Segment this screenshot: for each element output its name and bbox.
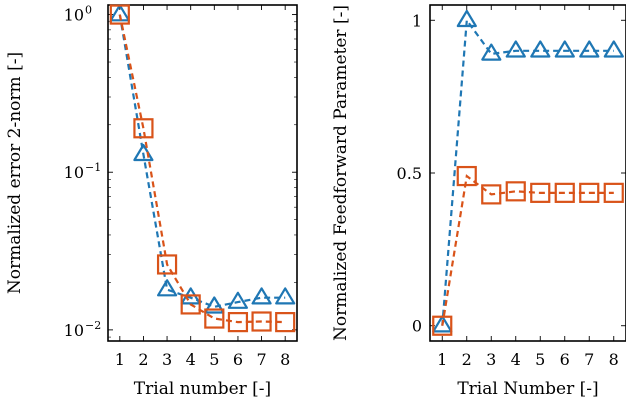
x-tick-label: 7 (584, 350, 594, 369)
x-tick-label: 3 (486, 350, 496, 369)
square-marker (109, 4, 130, 25)
square-marker (227, 312, 249, 333)
triangle-marker (505, 40, 526, 58)
triangle-marker (530, 40, 551, 58)
x-tick-label: 8 (609, 350, 619, 369)
square-marker (579, 182, 600, 203)
y-tick-exponent: −2 (85, 319, 101, 332)
x-tick-label: 8 (280, 350, 290, 369)
square-marker (156, 254, 178, 275)
square-marker (180, 294, 201, 315)
square-marker (456, 165, 477, 187)
x-tick-label: 5 (535, 350, 545, 369)
y-tick-label: 1 (412, 11, 422, 30)
x-tick-label: 6 (233, 350, 243, 369)
triangle-marker (579, 40, 600, 58)
square-marker (275, 312, 296, 333)
y-axis-label: Normalized error 2-norm [-] (5, 52, 25, 294)
y-tick-label: 0.5 (397, 164, 422, 183)
series-line-square (118, 14, 286, 324)
series-line-square (441, 174, 614, 326)
x-axis-label: Trial number [-] (134, 379, 271, 399)
x-axis-label: Trial Number [-] (457, 379, 598, 399)
axes-frame (107, 4, 298, 342)
square-marker (432, 315, 453, 336)
triangle-marker (432, 315, 453, 333)
x-tick-label: 1 (437, 350, 447, 369)
square-marker (251, 311, 272, 332)
series-line-triangle (118, 14, 286, 308)
square-marker (505, 181, 526, 202)
triangle-marker (109, 4, 130, 22)
square-marker (481, 184, 502, 205)
x-tick-label: 6 (560, 350, 570, 369)
series-line-triangle (441, 17, 614, 326)
square-marker (204, 308, 225, 329)
y-tick-label: 10 (64, 6, 84, 25)
y-tick-label: 10 (64, 163, 84, 182)
square-marker (530, 182, 551, 203)
x-tick-label: 4 (186, 350, 196, 369)
y-tick-label: 0 (412, 317, 422, 336)
triangle-marker (554, 40, 575, 58)
square-marker (603, 182, 624, 203)
y-tick-exponent: −1 (85, 161, 101, 174)
triangle-marker (204, 296, 225, 314)
x-tick-label: 2 (462, 350, 472, 369)
triangle-marker (251, 287, 272, 305)
square-marker (133, 118, 154, 139)
triangle-marker (456, 9, 477, 28)
x-tick-label: 2 (138, 350, 148, 369)
triangle-marker (157, 279, 178, 297)
square-marker (554, 182, 575, 203)
triangle-marker (275, 287, 296, 305)
x-tick-label: 5 (209, 350, 219, 369)
x-tick-label: 1 (115, 350, 125, 369)
y-tick-label: 10 (64, 321, 84, 340)
y-tick-exponent: 0 (85, 4, 92, 17)
triangle-marker (227, 291, 248, 309)
x-tick-label: 4 (511, 350, 521, 369)
x-tick-label: 3 (162, 350, 172, 369)
triangle-marker (481, 43, 502, 61)
x-tick-label: 7 (256, 350, 266, 369)
y-axis-label: Normalized Feedforward Parameter [-] (331, 5, 351, 341)
triangle-marker (603, 40, 624, 58)
